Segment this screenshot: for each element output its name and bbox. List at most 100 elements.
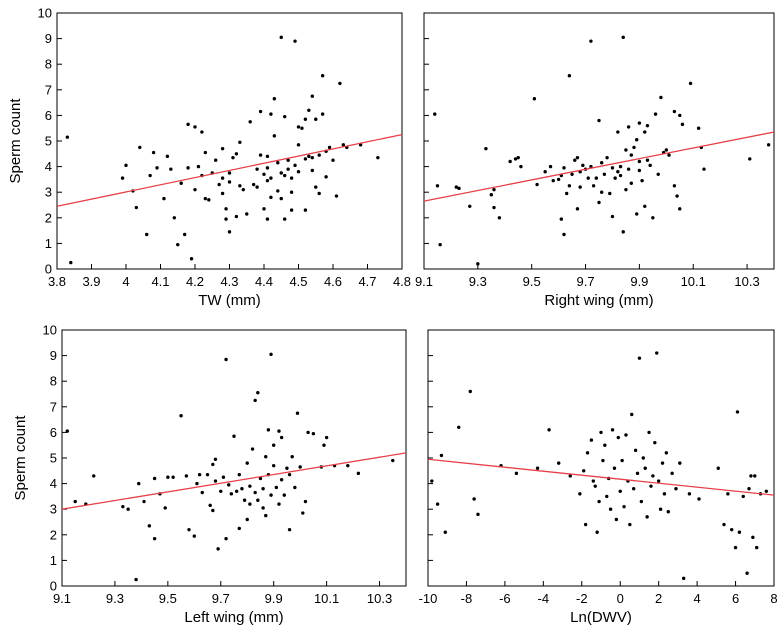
data-point	[578, 185, 582, 189]
data-point	[651, 216, 655, 220]
data-point	[271, 463, 276, 468]
data-point	[655, 351, 659, 355]
data-point	[548, 164, 553, 169]
data-point	[730, 527, 734, 532]
data-point	[283, 217, 287, 221]
x-tick-label: 4.1	[151, 274, 169, 289]
x-tick-label: 4	[693, 591, 700, 606]
data-point	[220, 191, 225, 196]
x-tick-label: 3.9	[82, 274, 100, 289]
data-point	[356, 471, 361, 476]
data-point	[253, 490, 257, 495]
data-point	[595, 530, 599, 534]
data-point	[637, 168, 642, 173]
x-tick-label: 10.1	[681, 274, 706, 289]
data-point	[556, 177, 561, 182]
y-tick-label: 0	[50, 579, 57, 594]
data-point	[643, 130, 647, 134]
data-point	[622, 504, 626, 509]
data-point	[147, 524, 152, 528]
data-point	[492, 205, 496, 210]
data-point	[637, 121, 642, 125]
data-point	[656, 172, 660, 176]
data-point	[597, 200, 601, 205]
data-point	[163, 506, 167, 510]
data-point	[745, 571, 749, 575]
data-point	[497, 216, 502, 220]
data-point	[670, 471, 674, 476]
data-point	[605, 155, 609, 160]
data-point	[200, 130, 204, 134]
x-tick-label: 0	[617, 591, 624, 606]
data-point	[741, 494, 745, 499]
data-point	[276, 189, 280, 193]
data-point	[220, 146, 225, 151]
x-tick-label: 4.2	[186, 274, 204, 289]
data-point	[613, 176, 617, 180]
data-point	[658, 507, 663, 511]
data-point	[391, 458, 395, 463]
data-point	[726, 492, 730, 496]
y-tick-label: 1	[45, 236, 52, 251]
data-point	[664, 451, 669, 455]
x-tick-label: 10.3	[367, 591, 392, 606]
data-point	[277, 429, 281, 433]
data-point	[317, 191, 321, 196]
data-point	[238, 140, 242, 144]
data-point	[575, 155, 580, 160]
data-point	[678, 207, 682, 211]
x-tick-label: 9.3	[469, 274, 487, 289]
data-point	[217, 182, 221, 187]
data-point	[631, 487, 636, 491]
data-point	[289, 176, 294, 180]
data-point	[286, 158, 290, 162]
data-point	[92, 474, 96, 478]
data-point	[697, 497, 701, 501]
x-tick-label: -4	[538, 591, 550, 606]
x-tick-label: 9.9	[265, 591, 283, 606]
data-point	[179, 414, 183, 418]
data-point	[126, 507, 130, 511]
data-point	[567, 74, 572, 78]
data-point	[468, 204, 472, 208]
data-point	[567, 184, 572, 188]
data-point	[276, 161, 280, 165]
data-point	[193, 125, 197, 129]
data-point	[134, 577, 138, 582]
data-point	[256, 391, 260, 395]
data-point	[632, 145, 636, 150]
chart-panel-1: 0 1 2 3 4 5 6 7 8 9 10 3.8 3.9 4 4.1 4.2 4.3 4.4 4.5 4.6 4.7…	[7, 6, 411, 310]
data-point	[300, 126, 304, 130]
data-point	[599, 190, 604, 194]
data-point	[193, 187, 197, 192]
data-point	[562, 166, 566, 170]
data-point	[602, 172, 607, 176]
data-point	[152, 536, 157, 541]
data-point	[616, 435, 620, 440]
data-point	[148, 173, 152, 178]
data-point	[311, 431, 316, 436]
data-point	[435, 502, 440, 506]
data-point	[266, 428, 271, 432]
data-point	[255, 167, 259, 171]
data-point	[575, 207, 580, 211]
data-point	[639, 499, 644, 504]
data-point	[376, 155, 380, 160]
data-point	[586, 176, 590, 180]
x-tick-label: 9.5	[523, 274, 541, 289]
data-point	[616, 170, 620, 174]
data-point	[621, 35, 625, 40]
data-point	[637, 159, 642, 164]
data-point	[751, 535, 755, 540]
data-point	[205, 472, 210, 477]
data-point	[653, 112, 658, 116]
data-point	[293, 163, 297, 168]
data-point	[298, 465, 302, 469]
data-point	[182, 232, 187, 237]
data-point	[608, 191, 612, 196]
data-point	[645, 123, 650, 128]
data-point	[514, 471, 519, 476]
data-point	[279, 171, 283, 175]
data-point	[601, 458, 605, 463]
data-point	[327, 145, 332, 150]
